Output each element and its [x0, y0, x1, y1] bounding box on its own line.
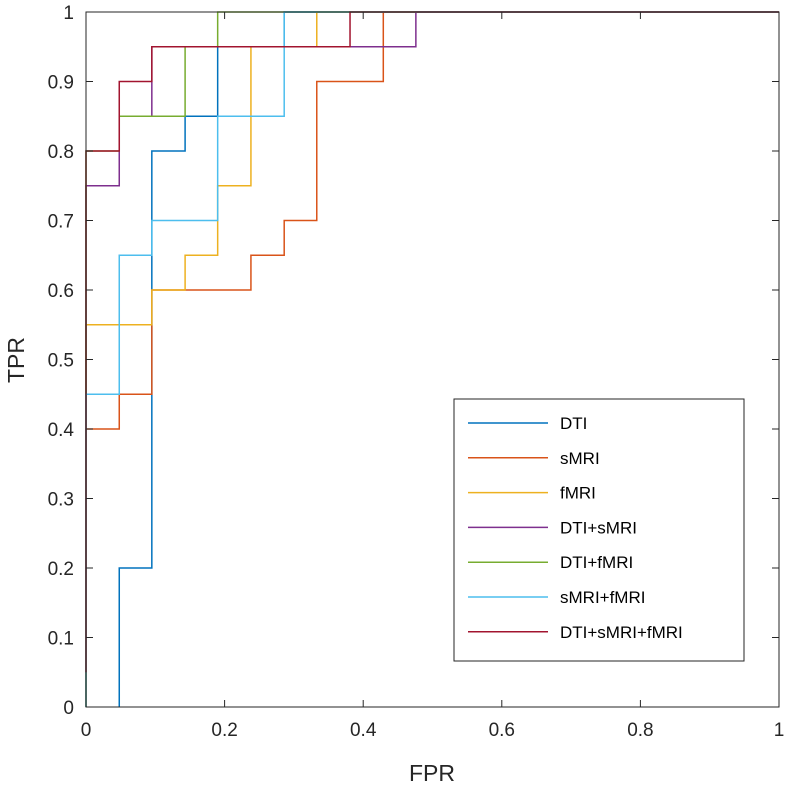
y-tick-label: 0.1 — [48, 629, 74, 650]
legend-label: DTI+sMRI — [560, 518, 637, 537]
legend-label: DTI+sMRI+fMRI — [560, 623, 683, 642]
y-tick-label: 0.6 — [48, 281, 74, 302]
tick-layer: 0 0.2 0.4 0.6 0.8 1 0 0.1 0.2 0.3 0.4 0.5 0.6 0.7 0.8 0… — [48, 3, 785, 741]
x-tick-label: 0.4 — [350, 720, 377, 741]
x-tick-label: 0.6 — [489, 720, 515, 741]
series-line-smri-fmri — [85, 11, 779, 707]
legend-label: DTI+fMRI — [560, 553, 633, 572]
legend-label: sMRI+fMRI — [560, 588, 645, 607]
y-axis-label: TPR — [3, 337, 29, 383]
series-line-smri — [85, 11, 779, 707]
x-tick-label: 0.2 — [211, 720, 237, 741]
legend-label: fMRI — [560, 484, 596, 503]
y-tick-label: 1 — [63, 3, 74, 24]
x-axis-label: FPR — [409, 760, 455, 786]
x-tick-label: 1 — [774, 720, 785, 741]
series-line-dti-smri-fmri — [85, 11, 779, 673]
x-tick-label: 0.8 — [627, 720, 653, 741]
y-tick-label: 0.3 — [48, 490, 74, 511]
legend: DTI sMRI fMRI DTI+sMRI DTI+fMRI sMRI+fMRI DTI+… — [453, 398, 745, 662]
x-tick-label: 0 — [81, 720, 92, 741]
legend-entries: DTI sMRI fMRI DTI+sMRI DTI+fMRI sMRI+fMRI DTI+… — [468, 414, 683, 642]
series-layer — [85, 11, 779, 707]
y-tick-label: 0.8 — [48, 142, 74, 163]
legend-box — [453, 398, 745, 662]
y-tick-label: 0.7 — [48, 212, 74, 233]
y-tick-label: 0 — [63, 698, 74, 719]
legend-label: sMRI — [560, 449, 600, 468]
legend-label: DTI — [560, 414, 587, 433]
y-tick-label: 0.4 — [48, 420, 75, 441]
y-tick-label: 0.2 — [48, 559, 74, 580]
y-tick-label: 0.5 — [48, 351, 74, 372]
y-tick-label: 0.9 — [48, 73, 74, 94]
